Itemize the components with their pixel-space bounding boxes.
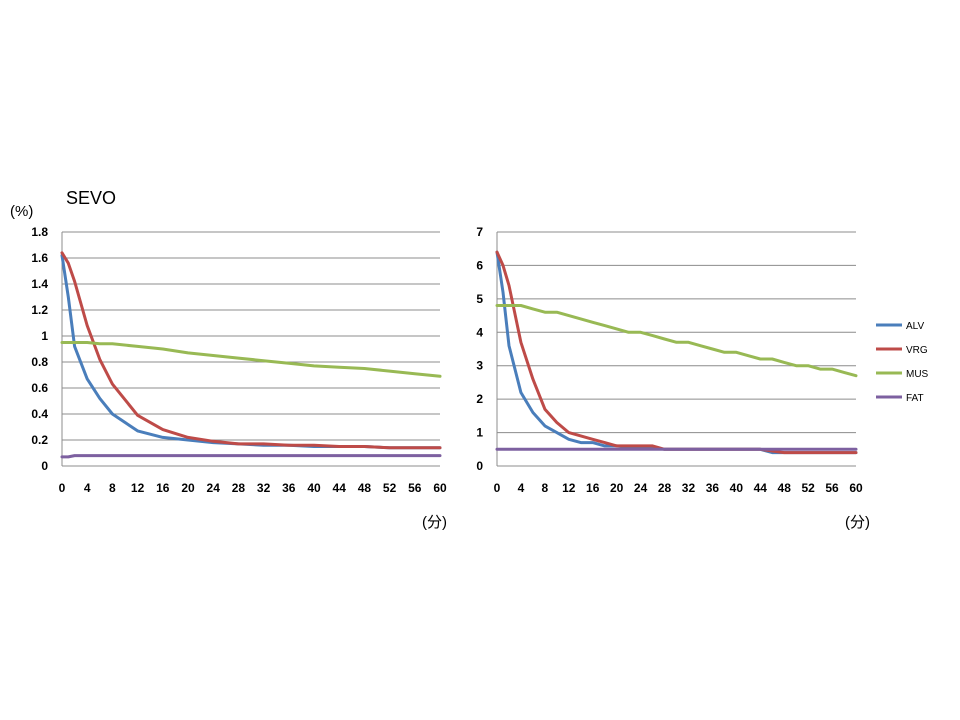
legend-label-mus: MUS: [906, 369, 929, 380]
chart-1-xtick-label: 0: [59, 481, 66, 495]
chart-2-ytick-label: 4: [476, 325, 483, 339]
chart-1-ytick-label: 0: [41, 459, 48, 473]
chart-1-ytick-label: 1: [41, 329, 48, 343]
chart-2-xtick-label: 8: [542, 481, 549, 495]
chart-2-ytick-label: 0: [476, 459, 483, 473]
chart-1-xtick-label: 24: [207, 481, 221, 495]
chart-1-series-vrg: [60, 251, 442, 450]
chart-2-series-alv: [495, 250, 858, 455]
chart-2-xtick-label: 60: [849, 481, 863, 495]
chart-1-ytick-label: 1.6: [31, 251, 48, 265]
chart-2-xtick-label: 40: [730, 481, 744, 495]
chart-1-ytick-label: 0.8: [31, 355, 48, 369]
chart-2-xtick-label: 44: [754, 481, 768, 495]
chart-2-series-vrg: [495, 250, 858, 455]
chart-1-xtick-label: 28: [232, 481, 246, 495]
chart-1-xtick-label: 32: [257, 481, 271, 495]
chart-2-xtick-label: 52: [801, 481, 815, 495]
chart-1-ylabel: (%): [10, 203, 33, 220]
chart-2-ytick-label: 1: [476, 426, 483, 440]
chart-2-xtick-label: 16: [586, 481, 600, 495]
chart-1-ytick-label: 0.4: [31, 407, 48, 421]
chart-1-title: SEVO: [66, 188, 116, 208]
chart-1-ytick-label: 1.8: [31, 225, 48, 239]
chart-2-xtick-label: 24: [634, 481, 648, 495]
chart-1-ytick-label: 1.4: [31, 277, 48, 291]
chart-1-xtick-label: 12: [131, 481, 145, 495]
chart-1-xtick-label: 4: [84, 481, 91, 495]
chart-2-xtick-label: 56: [825, 481, 839, 495]
chart-1-xtick-label: 48: [358, 481, 372, 495]
chart-1-ytick-label: 0.2: [31, 433, 48, 447]
chart-1-xtick-label: 36: [282, 481, 296, 495]
chart-2-ytick-label: 5: [476, 292, 483, 306]
chart-2-ytick-label: 2: [476, 392, 483, 406]
chart-1-xtick-label: 60: [433, 481, 447, 495]
chart-1-xtick-label: 44: [333, 481, 347, 495]
chart-2-series-mus: [495, 304, 858, 378]
legend-label-fat: FAT: [906, 393, 924, 404]
chart-2-legend: ALV VRG MUS FAT: [876, 321, 929, 404]
chart-2-ytick-label: 6: [476, 258, 483, 272]
chart-1-xtick-label: 40: [307, 481, 321, 495]
chart-2-xtick-label: 48: [778, 481, 792, 495]
chart-1-xtick-label: 20: [181, 481, 195, 495]
chart-2-xlabel: (分): [845, 514, 870, 531]
chart-2-xtick-label: 4: [518, 481, 525, 495]
chart-2-ytick-label: 7: [476, 225, 483, 239]
chart-2-xtick-label: 0: [494, 481, 501, 495]
chart-2-xtick-label: 20: [610, 481, 624, 495]
chart-1-ytick-label: 1.2: [31, 303, 48, 317]
legend-label-vrg: VRG: [906, 345, 928, 356]
legend-label-alv: ALV: [906, 321, 924, 332]
chart-2-xtick-label: 12: [562, 481, 576, 495]
chart-1-series-fat: [60, 454, 442, 459]
chart-1-xlabel: (分): [422, 514, 447, 531]
chart-2-xtick-label: 36: [706, 481, 720, 495]
chart-2-xtick-label: 32: [682, 481, 696, 495]
chart-1-xtick-label: 16: [156, 481, 170, 495]
chart-1-xtick-label: 8: [109, 481, 116, 495]
chart-1-plot: 00.20.40.60.811.21.41.61.80 4 8 12 16 20 24 28 3…: [31, 225, 447, 495]
chart-1-xtick-label: 52: [383, 481, 397, 495]
chart-1-series-mus: [60, 341, 442, 378]
chart-1-ytick-label: 0.6: [31, 381, 48, 395]
chart-2-xtick-label: 28: [658, 481, 672, 495]
chart-1-xtick-label: 56: [408, 481, 422, 495]
chart-2-ytick-label: 3: [476, 359, 483, 373]
